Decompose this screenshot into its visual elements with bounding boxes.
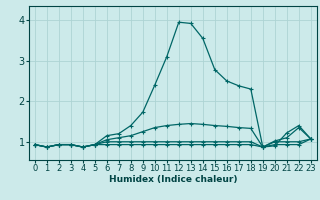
X-axis label: Humidex (Indice chaleur): Humidex (Indice chaleur) [108, 175, 237, 184]
